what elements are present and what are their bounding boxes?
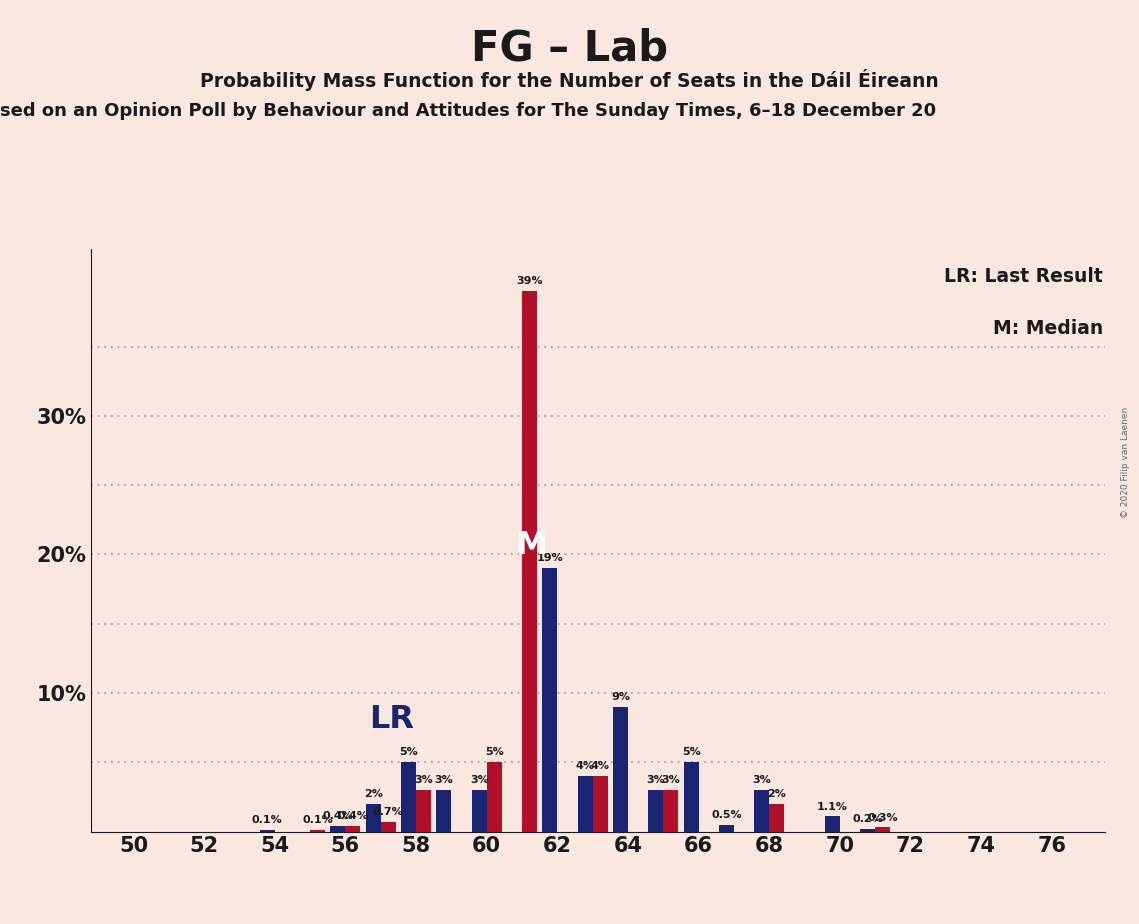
Bar xyxy=(401,762,416,832)
Text: 3%: 3% xyxy=(469,775,489,785)
Text: sed on an Opinion Poll by Behaviour and Attitudes for The Sunday Times, 6–18 Dec: sed on an Opinion Poll by Behaviour and … xyxy=(0,102,936,119)
Text: 39%: 39% xyxy=(516,276,543,286)
Bar xyxy=(436,790,451,832)
Text: LR: LR xyxy=(369,703,413,735)
Bar xyxy=(592,776,608,832)
Bar xyxy=(416,790,431,832)
Bar xyxy=(648,790,663,832)
Bar xyxy=(542,568,557,832)
Bar xyxy=(769,804,785,832)
Text: M: Median: M: Median xyxy=(992,320,1103,338)
Text: 3%: 3% xyxy=(647,775,665,785)
Bar xyxy=(613,707,628,832)
Bar xyxy=(345,826,360,832)
Text: 0.3%: 0.3% xyxy=(868,812,898,822)
Bar xyxy=(380,822,395,832)
Text: 5%: 5% xyxy=(682,748,700,758)
Text: 4%: 4% xyxy=(575,761,595,772)
Text: 3%: 3% xyxy=(434,775,453,785)
Text: 5%: 5% xyxy=(485,748,503,758)
Text: 3%: 3% xyxy=(753,775,771,785)
Bar xyxy=(825,817,839,832)
Text: FG – Lab: FG – Lab xyxy=(470,28,669,69)
Bar xyxy=(719,825,734,832)
Text: 0.7%: 0.7% xyxy=(372,807,403,817)
Bar xyxy=(577,776,592,832)
Text: 1.1%: 1.1% xyxy=(817,801,847,811)
Text: 0.2%: 0.2% xyxy=(852,814,883,824)
Bar xyxy=(860,829,875,832)
Bar xyxy=(310,831,325,832)
Bar xyxy=(663,790,679,832)
Bar xyxy=(754,790,769,832)
Text: 0.1%: 0.1% xyxy=(302,815,333,825)
Text: 3%: 3% xyxy=(662,775,680,785)
Bar xyxy=(260,831,274,832)
Bar xyxy=(366,804,380,832)
Bar xyxy=(875,828,891,832)
Text: 2%: 2% xyxy=(363,789,383,799)
Bar xyxy=(683,762,698,832)
Bar xyxy=(522,291,538,832)
Bar xyxy=(330,826,345,832)
Text: 3%: 3% xyxy=(415,775,433,785)
Text: 5%: 5% xyxy=(399,748,418,758)
Text: 19%: 19% xyxy=(536,553,563,564)
Text: 4%: 4% xyxy=(591,761,609,772)
Text: 2%: 2% xyxy=(768,789,786,799)
Bar xyxy=(472,790,486,832)
Text: Probability Mass Function for the Number of Seats in the Dáil Éireann: Probability Mass Function for the Number… xyxy=(200,69,939,91)
Text: 0.1%: 0.1% xyxy=(252,815,282,825)
Text: © 2020 Filip van Laenen: © 2020 Filip van Laenen xyxy=(1121,407,1130,517)
Bar xyxy=(486,762,501,832)
Text: LR: Last Result: LR: Last Result xyxy=(944,267,1103,286)
Text: 9%: 9% xyxy=(611,692,630,702)
Text: M: M xyxy=(515,530,547,562)
Text: 0.5%: 0.5% xyxy=(711,809,741,820)
Text: 0.4%: 0.4% xyxy=(322,811,353,821)
Text: 0.4%: 0.4% xyxy=(337,811,368,821)
